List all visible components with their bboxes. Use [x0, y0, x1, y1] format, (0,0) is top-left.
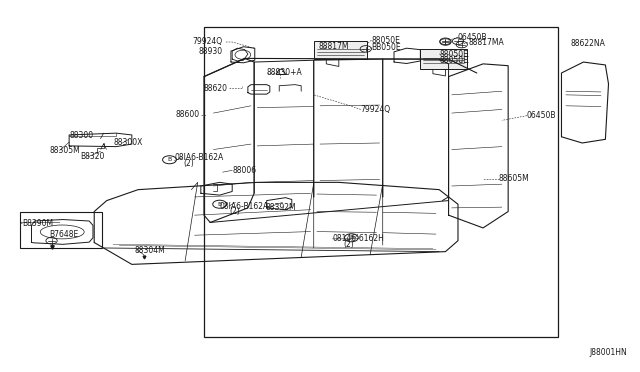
- Text: B7648E: B7648E: [49, 230, 78, 238]
- Text: B: B: [218, 202, 222, 207]
- Text: B: B: [349, 235, 353, 240]
- Text: 88620: 88620: [203, 84, 227, 93]
- Text: 79924Q: 79924Q: [361, 105, 391, 114]
- Text: J88001HN: J88001HN: [589, 348, 627, 357]
- Text: BB050E: BB050E: [371, 43, 401, 52]
- Text: 88006: 88006: [232, 166, 256, 175]
- Text: 08IA6-B162A: 08IA6-B162A: [220, 202, 269, 211]
- Text: 88050E: 88050E: [439, 56, 468, 65]
- Text: 88930+A: 88930+A: [267, 68, 303, 77]
- Text: 08146-6162H: 08146-6162H: [333, 234, 385, 243]
- Text: 88305M: 88305M: [49, 146, 80, 155]
- Text: (2): (2): [183, 158, 194, 167]
- Text: B8390M: B8390M: [22, 219, 53, 228]
- Text: 88817MA: 88817MA: [468, 38, 504, 47]
- Text: 88392M: 88392M: [266, 203, 296, 212]
- Text: 88300X: 88300X: [113, 138, 142, 147]
- Bar: [204, 28, 558, 337]
- Text: 08IA6-B162A: 08IA6-B162A: [175, 153, 224, 163]
- Text: (2): (2): [229, 207, 240, 216]
- Text: 06450B: 06450B: [527, 111, 556, 120]
- Text: 06450B: 06450B: [458, 33, 488, 42]
- Bar: [314, 41, 367, 59]
- Text: 79924Q: 79924Q: [193, 38, 223, 46]
- Text: 88300: 88300: [69, 131, 93, 140]
- Text: B8320: B8320: [81, 153, 105, 161]
- Text: 88304M: 88304M: [135, 246, 166, 255]
- Text: (2): (2): [344, 240, 355, 249]
- Bar: [20, 212, 102, 248]
- Text: 88817M: 88817M: [318, 42, 349, 51]
- Text: 88622NA: 88622NA: [571, 39, 605, 48]
- Bar: [420, 49, 467, 69]
- Text: 88600: 88600: [175, 110, 200, 119]
- Text: 88605M: 88605M: [499, 174, 529, 183]
- Text: 88050E: 88050E: [439, 49, 468, 58]
- Text: B: B: [167, 157, 172, 162]
- Text: 88930: 88930: [198, 46, 223, 55]
- Text: 88050E: 88050E: [371, 36, 400, 45]
